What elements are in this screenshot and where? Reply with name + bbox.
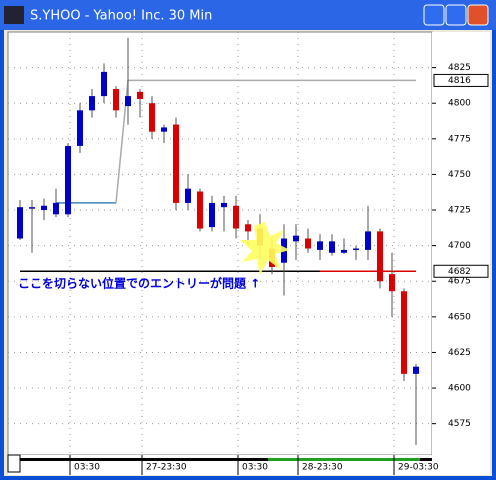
y-tick-label: 4750 bbox=[448, 170, 471, 180]
candle-body bbox=[413, 366, 419, 374]
y-tick-label: 4700 bbox=[448, 241, 471, 251]
candle-body bbox=[353, 248, 359, 250]
y-tick-label: 4625 bbox=[448, 348, 471, 358]
candle-body bbox=[65, 145, 71, 215]
candle-body bbox=[305, 238, 311, 249]
title-bar bbox=[0, 0, 496, 30]
maximize-button[interactable] bbox=[445, 4, 467, 26]
candle-body bbox=[233, 205, 239, 229]
candle-body bbox=[17, 207, 23, 239]
candle-body bbox=[221, 202, 227, 208]
x-tick-label: 03:30 bbox=[74, 463, 100, 473]
candle-body bbox=[209, 202, 215, 228]
y-tick-label: 4600 bbox=[448, 384, 471, 394]
candle-body bbox=[185, 188, 191, 203]
price-axis bbox=[432, 32, 490, 455]
candle-body bbox=[329, 241, 335, 253]
candle-body bbox=[149, 103, 155, 132]
price-tag-box bbox=[433, 264, 489, 278]
y-tick-label: 4650 bbox=[448, 312, 471, 322]
candle-body bbox=[89, 96, 95, 111]
x-tick-label: 27-23:30 bbox=[146, 463, 187, 473]
x-tick-label: 03:30 bbox=[242, 463, 268, 473]
candle-body bbox=[77, 110, 83, 146]
candle-body bbox=[125, 96, 131, 107]
candle-body bbox=[365, 231, 371, 250]
x-tick-label: 28-23:30 bbox=[302, 463, 343, 473]
y-tick-label: 4825 bbox=[448, 63, 471, 73]
candle-body bbox=[161, 127, 167, 132]
candle-body bbox=[137, 91, 143, 99]
y-tick-label: 4800 bbox=[448, 99, 471, 109]
price-tag: 4682 bbox=[448, 267, 471, 277]
y-tick-label: 4575 bbox=[448, 419, 471, 429]
candle-body bbox=[101, 71, 107, 97]
candle-body bbox=[401, 291, 407, 374]
starburst bbox=[240, 222, 290, 275]
annotation: ここを切らない位置でのエントリーが問題 ↑ bbox=[18, 276, 260, 291]
candle-body bbox=[173, 124, 179, 203]
candle-body bbox=[245, 224, 251, 232]
minimize-button[interactable] bbox=[423, 4, 445, 26]
price-tag-box bbox=[433, 73, 489, 87]
candle-body bbox=[197, 191, 203, 229]
candle-body bbox=[317, 241, 323, 250]
candle-body bbox=[377, 231, 383, 282]
y-tick-label: 4725 bbox=[448, 206, 471, 216]
y-tick-label: 4675 bbox=[448, 277, 471, 287]
window-title: S.YHOO - Yahoo! Inc. 30 Min bbox=[30, 9, 212, 24]
app-icon bbox=[4, 6, 24, 24]
candle-body bbox=[341, 249, 347, 253]
candle-body bbox=[53, 202, 59, 215]
candle-body bbox=[41, 205, 47, 211]
time-bar-session bbox=[268, 458, 420, 461]
candle-body bbox=[389, 274, 395, 292]
candle-body bbox=[113, 88, 119, 111]
time-bar bbox=[8, 458, 432, 461]
level-line bbox=[115, 79, 416, 203]
x-tick-label: 29-03:30 bbox=[398, 463, 439, 473]
candle-body bbox=[293, 235, 299, 242]
price-tag: 4816 bbox=[448, 76, 471, 86]
scroll-box[interactable] bbox=[7, 454, 21, 473]
y-tick-label: 4775 bbox=[448, 134, 471, 144]
close-button[interactable] bbox=[467, 4, 489, 26]
candle-body bbox=[29, 207, 35, 209]
